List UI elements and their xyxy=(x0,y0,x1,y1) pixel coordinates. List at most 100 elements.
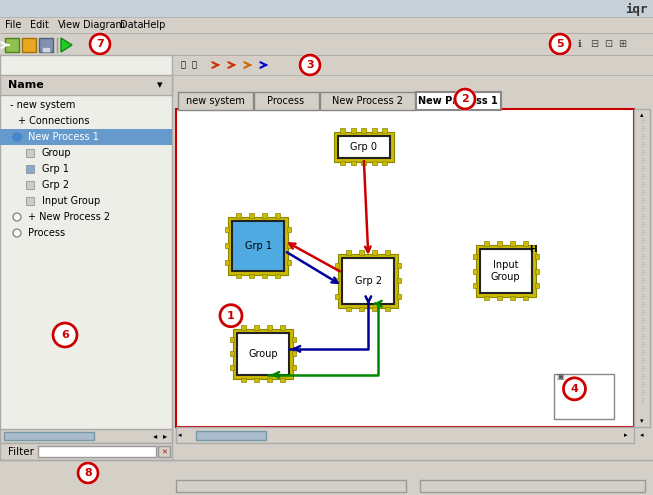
Text: ⠿: ⠿ xyxy=(640,151,644,156)
Circle shape xyxy=(13,229,21,237)
Text: Process: Process xyxy=(28,228,65,238)
Text: ⠿: ⠿ xyxy=(640,232,644,237)
Text: Name: Name xyxy=(8,80,44,90)
Text: Filter: Filter xyxy=(8,447,34,457)
Bar xyxy=(254,378,259,382)
Bar xyxy=(372,307,377,311)
Text: 7: 7 xyxy=(96,39,104,49)
Bar xyxy=(484,296,488,300)
Bar xyxy=(416,92,501,110)
Bar xyxy=(176,109,634,427)
Text: Process: Process xyxy=(268,96,304,106)
Bar xyxy=(254,325,259,330)
Text: ▾: ▾ xyxy=(157,80,163,90)
Text: ⠿: ⠿ xyxy=(640,280,644,285)
Bar xyxy=(276,274,280,278)
Bar xyxy=(473,269,477,274)
Bar xyxy=(229,217,289,275)
Bar xyxy=(473,254,477,259)
Bar xyxy=(351,128,356,133)
Text: ⠿: ⠿ xyxy=(640,128,644,133)
Bar xyxy=(4,432,94,440)
Bar xyxy=(263,213,268,218)
Bar xyxy=(287,227,291,232)
Text: ▸: ▸ xyxy=(624,432,628,438)
Text: ⠿: ⠿ xyxy=(640,144,644,148)
Text: ⊡: ⊡ xyxy=(604,39,612,49)
Text: New Process 2: New Process 2 xyxy=(332,96,402,106)
Bar xyxy=(372,249,377,255)
Bar xyxy=(338,136,390,158)
Text: Grp 1: Grp 1 xyxy=(42,164,69,174)
Text: View: View xyxy=(58,20,81,30)
Bar xyxy=(225,243,229,248)
Bar xyxy=(398,263,402,268)
Bar xyxy=(382,161,387,165)
Bar xyxy=(176,480,406,492)
Bar xyxy=(473,283,477,289)
Bar xyxy=(342,258,394,304)
Text: Grp 2: Grp 2 xyxy=(42,180,69,190)
Text: ⠿: ⠿ xyxy=(640,392,644,396)
Text: ⠿: ⠿ xyxy=(640,184,644,189)
Text: ⠿: ⠿ xyxy=(640,311,644,316)
Bar xyxy=(0,443,172,460)
Bar xyxy=(292,338,296,343)
Bar xyxy=(535,254,539,259)
Text: Input Group: Input Group xyxy=(42,196,101,206)
Text: iqr: iqr xyxy=(626,2,648,15)
Text: ⠿: ⠿ xyxy=(640,167,644,172)
Circle shape xyxy=(299,54,321,76)
Bar xyxy=(0,33,653,55)
Text: ⠿: ⠿ xyxy=(640,319,644,325)
Text: ⠿: ⠿ xyxy=(640,271,644,277)
Text: ⠿: ⠿ xyxy=(640,344,644,348)
Bar xyxy=(484,241,488,246)
Bar xyxy=(26,165,34,173)
Text: ⠿: ⠿ xyxy=(640,351,644,356)
Text: new system: new system xyxy=(185,96,244,106)
Bar xyxy=(267,378,272,382)
Bar xyxy=(0,0,653,17)
Bar xyxy=(230,338,234,343)
Text: ⠿: ⠿ xyxy=(640,207,644,212)
Bar xyxy=(359,307,364,311)
Text: ⠿: ⠿ xyxy=(640,376,644,381)
Bar xyxy=(263,274,268,278)
Text: ▾: ▾ xyxy=(640,418,644,424)
Circle shape xyxy=(219,304,243,328)
Text: ⠿: ⠿ xyxy=(640,136,644,141)
Bar xyxy=(361,128,366,133)
Bar xyxy=(225,260,229,265)
Bar xyxy=(176,427,634,443)
Text: H: H xyxy=(529,245,537,253)
Text: ⠿: ⠿ xyxy=(640,255,644,260)
Text: ⠿: ⠿ xyxy=(640,359,644,364)
Bar xyxy=(26,149,34,157)
Text: 🔍: 🔍 xyxy=(191,60,197,69)
Text: ⠿: ⠿ xyxy=(640,176,644,181)
Bar xyxy=(232,221,285,271)
Text: 🔍: 🔍 xyxy=(180,60,185,69)
Text: 3: 3 xyxy=(306,60,314,70)
Text: Input
Group: Input Group xyxy=(491,260,520,282)
Text: New Process 1: New Process 1 xyxy=(28,132,99,142)
Circle shape xyxy=(89,33,111,55)
Bar xyxy=(42,47,50,52)
Bar xyxy=(0,460,653,495)
Text: ⠿: ⠿ xyxy=(640,288,644,293)
Bar xyxy=(276,213,280,218)
Bar xyxy=(523,241,528,246)
Bar xyxy=(523,296,528,300)
Text: ⊞: ⊞ xyxy=(618,39,626,49)
Bar xyxy=(0,75,172,95)
Bar xyxy=(249,213,255,218)
Bar xyxy=(351,161,356,165)
Text: ⠿: ⠿ xyxy=(640,328,644,333)
Bar xyxy=(237,333,289,375)
Bar xyxy=(233,329,293,379)
Bar xyxy=(230,365,234,370)
Text: ▸: ▸ xyxy=(163,432,167,441)
Text: ⠿: ⠿ xyxy=(640,303,644,308)
Text: 2: 2 xyxy=(461,94,469,104)
